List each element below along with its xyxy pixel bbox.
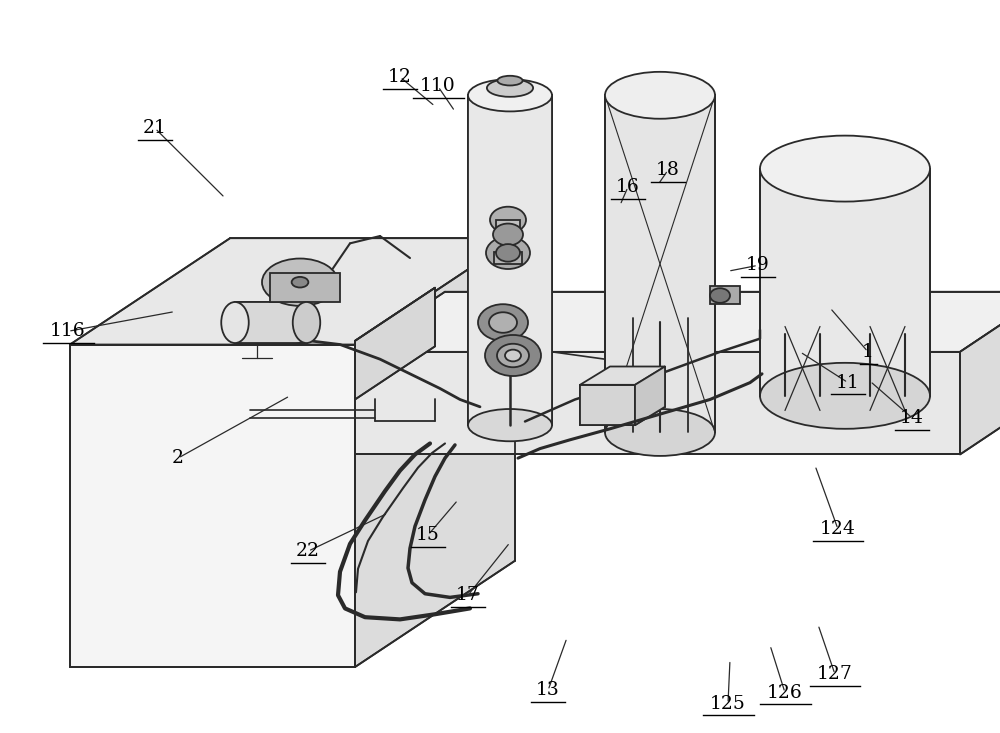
Polygon shape <box>355 238 515 667</box>
Ellipse shape <box>292 277 308 287</box>
Text: 21: 21 <box>143 119 167 137</box>
Polygon shape <box>355 287 435 341</box>
Polygon shape <box>355 352 960 454</box>
Ellipse shape <box>485 335 541 376</box>
Polygon shape <box>355 287 435 399</box>
Polygon shape <box>580 385 635 425</box>
Ellipse shape <box>478 304 528 341</box>
Text: 15: 15 <box>416 526 440 544</box>
Bar <box>710 286 740 304</box>
Ellipse shape <box>468 409 552 441</box>
Text: 127: 127 <box>817 666 853 683</box>
Text: 125: 125 <box>710 695 746 712</box>
Text: 1: 1 <box>862 343 874 361</box>
Polygon shape <box>760 169 930 396</box>
Ellipse shape <box>497 344 529 367</box>
Text: 116: 116 <box>50 323 86 340</box>
Text: 2: 2 <box>172 449 184 467</box>
Polygon shape <box>70 238 515 345</box>
Polygon shape <box>235 302 306 343</box>
Polygon shape <box>960 292 1000 454</box>
Ellipse shape <box>505 350 521 361</box>
Text: 16: 16 <box>616 178 640 196</box>
Ellipse shape <box>605 409 715 456</box>
Text: 126: 126 <box>767 684 803 701</box>
Text: 19: 19 <box>746 257 770 274</box>
Text: 18: 18 <box>656 161 680 179</box>
Bar <box>496 220 520 231</box>
Text: 110: 110 <box>420 78 456 95</box>
Ellipse shape <box>760 363 930 429</box>
Ellipse shape <box>497 75 523 86</box>
Ellipse shape <box>489 312 517 333</box>
Text: 22: 22 <box>296 542 320 560</box>
Ellipse shape <box>468 79 552 111</box>
Text: 124: 124 <box>820 520 856 538</box>
Ellipse shape <box>293 302 320 343</box>
Polygon shape <box>468 95 552 425</box>
Ellipse shape <box>710 288 730 303</box>
Polygon shape <box>635 366 665 425</box>
Polygon shape <box>580 366 665 385</box>
Text: 11: 11 <box>836 374 860 391</box>
Ellipse shape <box>262 259 338 306</box>
Polygon shape <box>605 95 715 432</box>
Text: 12: 12 <box>388 68 412 86</box>
Bar <box>494 252 522 264</box>
Ellipse shape <box>486 237 530 269</box>
Ellipse shape <box>496 244 520 262</box>
Ellipse shape <box>221 302 249 343</box>
Polygon shape <box>70 345 355 667</box>
Polygon shape <box>270 273 340 302</box>
Ellipse shape <box>493 224 523 246</box>
Ellipse shape <box>490 207 526 233</box>
Ellipse shape <box>487 79 533 97</box>
Ellipse shape <box>760 136 930 202</box>
Text: 14: 14 <box>900 409 924 427</box>
Polygon shape <box>355 292 1000 352</box>
Text: 17: 17 <box>456 586 480 604</box>
Ellipse shape <box>605 72 715 119</box>
Text: 13: 13 <box>536 682 560 699</box>
